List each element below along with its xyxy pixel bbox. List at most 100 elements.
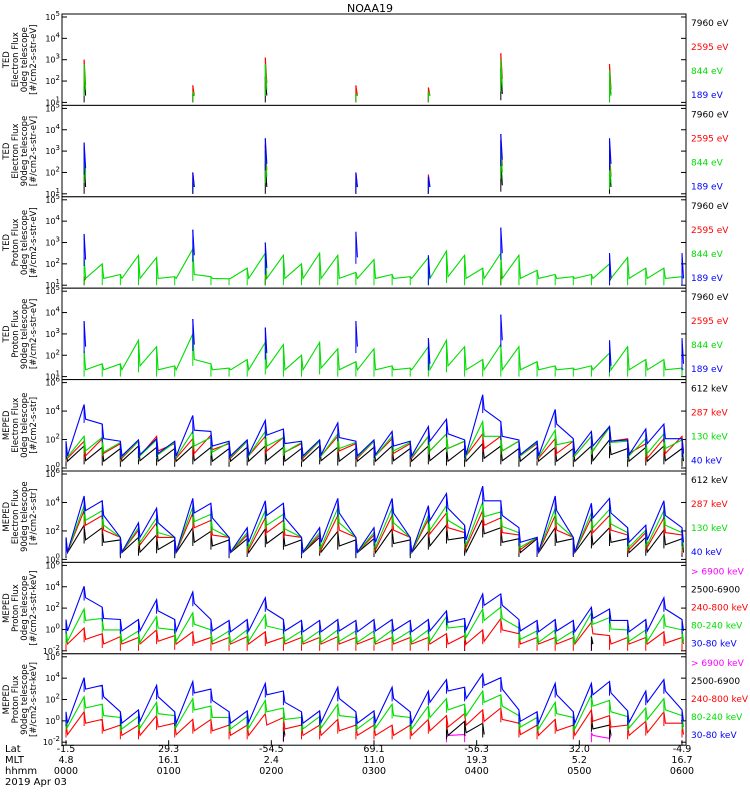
x-tick-label-lat: 32.0	[569, 744, 590, 755]
legend-blue: 40 keV	[691, 457, 723, 467]
y-axis-label: [#/cm2-s-str-eV]	[29, 207, 39, 277]
legend-red: 2595 eV	[691, 226, 729, 236]
y-tick-label: 104	[45, 404, 60, 416]
y-tick-label: 104	[45, 306, 60, 318]
x-tick-label-time: 0000	[54, 766, 78, 777]
x-tick-label-lat: 29.3	[158, 744, 179, 755]
series-line-blue	[65, 672, 685, 726]
y-axis-label: 90deg telescope	[20, 481, 30, 552]
panel-3: 101 102 103 104 105 TED Proton Flux 0deg telesc…	[2, 193, 729, 290]
series-line-black	[83, 276, 612, 282]
y-tick-label: 102	[45, 524, 60, 536]
y-axis-label: MEPED	[2, 501, 12, 531]
legend-black: 612 keV	[691, 476, 728, 486]
y-axis-label: 90deg telescope	[20, 664, 30, 735]
y-axis-label: [#/cm2-s-str-keV]	[29, 571, 39, 646]
series-line-blue	[65, 586, 685, 634]
y-tick-label: 102	[45, 433, 60, 445]
y-axis-label: 0deg telescope	[20, 393, 30, 458]
y-tick-label: 103	[45, 236, 60, 248]
x-tick-label-mlt: 5.2	[572, 755, 587, 766]
y-axis-label: Proton Flux	[11, 310, 21, 358]
y-tick-label: 101	[45, 370, 60, 382]
series-line-red	[65, 706, 685, 737]
y-axis-label: MEPED	[2, 410, 12, 440]
legend-green: 130 keV	[691, 524, 728, 534]
series-line-blue	[83, 133, 612, 188]
y-tick-label: 102	[45, 165, 60, 177]
x-tick-label-lat: -4.9	[673, 744, 692, 755]
x-tick-label-time: 0300	[362, 766, 386, 777]
legend-blue: 189 eV	[691, 182, 724, 192]
legend-black: 2500-6900	[691, 677, 740, 687]
y-tick-label: 10-2	[43, 644, 60, 656]
y-tick-label: 105	[45, 284, 60, 296]
legend-green: 844 eV	[691, 341, 724, 351]
panel-1: 101 102 103 104 105 TED Electron Flux 0deg tele…	[2, 10, 729, 107]
y-axis-label: 0deg telescope	[20, 210, 30, 275]
y-axis-label: 0deg telescope	[20, 27, 30, 92]
x-tick-label-mlt: 11.0	[363, 755, 384, 766]
legend-green: 844 eV	[691, 158, 724, 168]
y-tick-label: 100	[45, 622, 60, 634]
y-tick-label: 100	[45, 552, 60, 564]
legend-blue: 189 eV	[691, 274, 724, 284]
legend-red: 240-800 keV	[691, 603, 749, 613]
series-line-blue	[83, 227, 685, 279]
legend-green: 80-240 keV	[691, 621, 743, 631]
series-line-green	[83, 333, 684, 372]
y-tick-label: 105	[45, 101, 60, 113]
y-axis-label: Electron Flux	[11, 123, 21, 178]
legend-red: 287 keV	[691, 409, 728, 419]
y-tick-label: 106	[45, 650, 60, 662]
x-tick-label-mlt: 19.3	[466, 755, 487, 766]
y-tick-label: 106	[45, 467, 60, 479]
legend-red: 240-800 keV	[691, 695, 749, 705]
y-axis-label: Proton Flux	[11, 584, 21, 632]
legend-black: 612 keV	[691, 385, 728, 395]
y-axis-label: Electron Flux	[11, 32, 21, 87]
legend-blue: 30-80 keV	[691, 639, 737, 649]
x-tick-label-time: 0500	[567, 766, 591, 777]
y-tick-label: 104	[45, 31, 60, 43]
series-line-green	[65, 689, 685, 731]
y-tick-label: 104	[45, 123, 60, 135]
y-axis-label: [#/cm2-s-str-eV]	[29, 25, 39, 95]
panel-8: 10-2 100 102 104 106 MEPED Proton Flux 90deg te…	[2, 650, 749, 747]
y-axis-label: Proton Flux	[11, 219, 21, 267]
y-tick-label: 102	[45, 257, 60, 269]
panel-frame	[61, 13, 687, 106]
y-tick-label: 102	[45, 693, 60, 705]
y-tick-label: 106	[45, 376, 60, 388]
y-tick-label: 101	[45, 187, 60, 199]
y-tick-label: 101	[45, 278, 60, 290]
series-line-green	[83, 59, 612, 96]
x-tick-label-mlt: 2.4	[264, 755, 279, 766]
legend-red: 287 keV	[691, 500, 728, 510]
x-tick-label-time: 0600	[670, 766, 694, 777]
y-axis-label: Electron Flux	[11, 489, 21, 544]
x-tick-label-mlt: 4.8	[58, 755, 73, 766]
legend-black: 7960 eV	[691, 293, 729, 303]
legend-green: 130 keV	[691, 433, 728, 443]
series-line-black	[65, 438, 685, 463]
y-tick-label: 101	[45, 95, 60, 107]
legend-red: 2595 eV	[691, 43, 729, 53]
panel-6: 100 102 104 106 MEPED Electron Flux 90deg tele…	[2, 467, 728, 564]
y-tick-label: 102	[45, 74, 60, 86]
panel-2: 101 102 103 104 105 TED Electron Flux 90deg tel…	[2, 101, 729, 198]
x-tick-label-lat: 69.1	[363, 744, 384, 755]
chart-title: NOAA19	[347, 2, 393, 15]
y-axis-label: [#/cm2-s-str]	[29, 488, 39, 545]
y-tick-label: 100	[45, 461, 60, 473]
y-axis-label: Electron Flux	[11, 398, 21, 453]
y-tick-label: 103	[45, 144, 60, 156]
y-tick-label: 10-2	[43, 735, 60, 747]
y-axis-label: 0deg telescope	[20, 575, 30, 640]
legend-black: 7960 eV	[691, 19, 729, 29]
legend-green: 844 eV	[691, 250, 724, 260]
y-tick-label: 100	[45, 714, 60, 726]
series-line-blue	[65, 486, 685, 554]
